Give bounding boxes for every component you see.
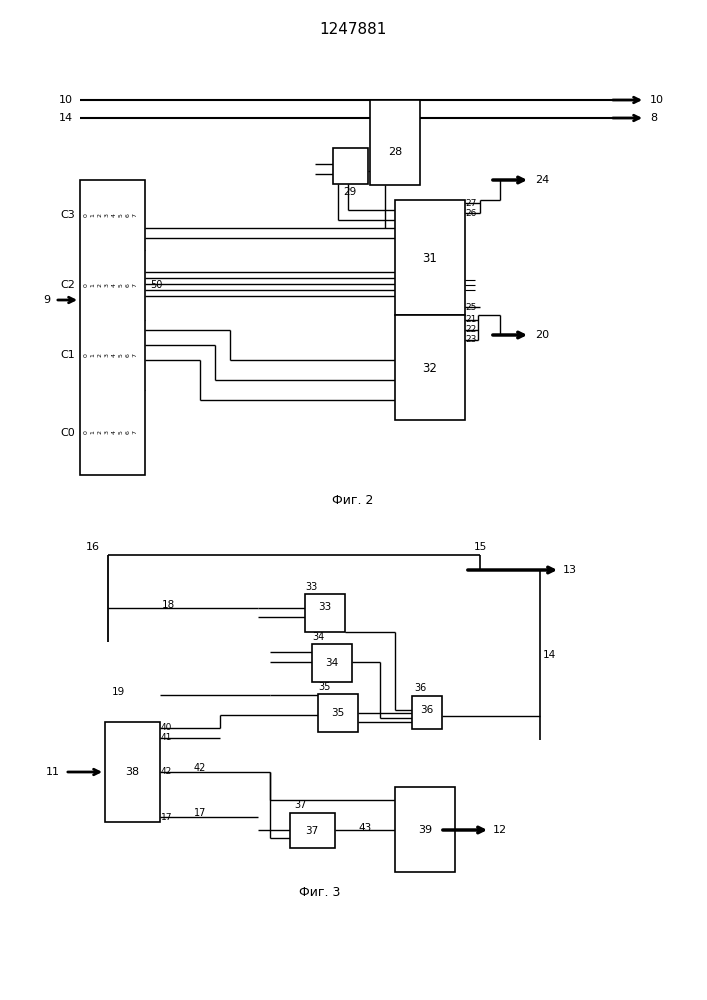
Text: 43: 43	[358, 823, 372, 833]
Bar	[318, 694, 358, 732]
Text: 5: 5	[119, 431, 124, 434]
Text: 29: 29	[344, 187, 356, 197]
Text: 33: 33	[318, 602, 332, 612]
Text: 7: 7	[132, 430, 137, 434]
Text: 2: 2	[98, 283, 103, 287]
Text: 20: 20	[535, 330, 549, 340]
Text: 10: 10	[650, 95, 664, 105]
Text: 13: 13	[563, 565, 577, 575]
Text: 1247881: 1247881	[320, 22, 387, 37]
Text: 18: 18	[162, 600, 175, 610]
Text: 12: 12	[493, 825, 507, 835]
Text: 24: 24	[535, 175, 549, 185]
Text: Фиг. 2: Фиг. 2	[332, 493, 374, 506]
Text: 14: 14	[543, 650, 556, 660]
Text: 11: 11	[46, 767, 60, 777]
Text: 35: 35	[332, 708, 344, 718]
Text: C1: C1	[60, 350, 75, 360]
Text: 40: 40	[161, 724, 173, 732]
Text: 19: 19	[112, 687, 125, 697]
Text: 17: 17	[194, 808, 206, 818]
Text: C0: C0	[60, 428, 75, 438]
Text: 36: 36	[414, 683, 426, 693]
Text: 41: 41	[161, 734, 173, 742]
Bar	[370, 100, 420, 185]
Text: 2: 2	[98, 353, 103, 357]
Text: 4: 4	[112, 283, 117, 287]
Text: 37: 37	[294, 800, 306, 810]
Text: 25: 25	[465, 302, 477, 312]
Text: 33: 33	[305, 582, 317, 592]
Text: 3: 3	[105, 353, 110, 357]
Text: 4: 4	[112, 353, 117, 357]
Text: 28: 28	[388, 147, 402, 157]
Text: 35: 35	[318, 682, 330, 692]
Text: 6: 6	[126, 283, 131, 287]
Text: 4: 4	[112, 213, 117, 217]
Text: 3: 3	[105, 430, 110, 434]
Bar	[305, 594, 345, 632]
Text: 7: 7	[132, 213, 137, 217]
Text: 5: 5	[119, 353, 124, 357]
Text: 36: 36	[421, 705, 433, 715]
Text: 26: 26	[465, 209, 477, 218]
Text: 37: 37	[305, 826, 319, 836]
Bar	[312, 644, 352, 682]
Text: 16: 16	[86, 542, 100, 552]
Text: 1: 1	[90, 353, 95, 357]
Text: 8: 8	[650, 113, 657, 123]
Bar	[412, 696, 442, 729]
Text: 34: 34	[312, 632, 325, 642]
Text: 23: 23	[465, 336, 477, 344]
Text: 15: 15	[474, 542, 486, 552]
Text: C3: C3	[60, 210, 75, 220]
Text: 2: 2	[98, 213, 103, 217]
Text: 3: 3	[105, 283, 110, 287]
Text: 14: 14	[59, 113, 73, 123]
Text: 22: 22	[465, 326, 477, 334]
Text: 27: 27	[465, 198, 477, 208]
Text: 50: 50	[150, 280, 163, 290]
Text: 1: 1	[90, 213, 95, 217]
Text: 6: 6	[126, 431, 131, 434]
Text: 1: 1	[90, 283, 95, 287]
Text: 0: 0	[83, 213, 88, 217]
Text: 38: 38	[125, 767, 139, 777]
Text: 7: 7	[132, 283, 137, 287]
Text: 5: 5	[119, 283, 124, 287]
Text: 39: 39	[418, 825, 432, 835]
Bar	[395, 787, 455, 872]
Text: 1: 1	[90, 431, 95, 434]
Text: 21: 21	[465, 316, 477, 324]
Text: 5: 5	[119, 213, 124, 217]
Text: 32: 32	[423, 361, 438, 374]
Text: 34: 34	[325, 658, 339, 668]
Bar	[395, 200, 465, 315]
Text: 10: 10	[59, 95, 73, 105]
Bar	[333, 148, 368, 184]
Text: 31: 31	[423, 251, 438, 264]
Text: Фиг. 3: Фиг. 3	[299, 886, 341, 898]
Text: 0: 0	[83, 353, 88, 357]
Bar	[395, 315, 465, 420]
Text: 2: 2	[98, 430, 103, 434]
Text: 0: 0	[83, 431, 88, 434]
Text: 42: 42	[194, 763, 206, 773]
Text: 6: 6	[126, 353, 131, 357]
Bar	[290, 813, 335, 848]
Bar	[105, 722, 160, 822]
Text: 42: 42	[161, 768, 173, 776]
Text: 4: 4	[112, 430, 117, 434]
Text: 17: 17	[161, 812, 173, 822]
Text: 7: 7	[132, 353, 137, 357]
Text: 3: 3	[105, 213, 110, 217]
Text: 6: 6	[126, 213, 131, 217]
Text: C2: C2	[60, 280, 75, 290]
Text: 9: 9	[43, 295, 50, 305]
Text: 0: 0	[83, 283, 88, 287]
Bar	[80, 180, 145, 475]
